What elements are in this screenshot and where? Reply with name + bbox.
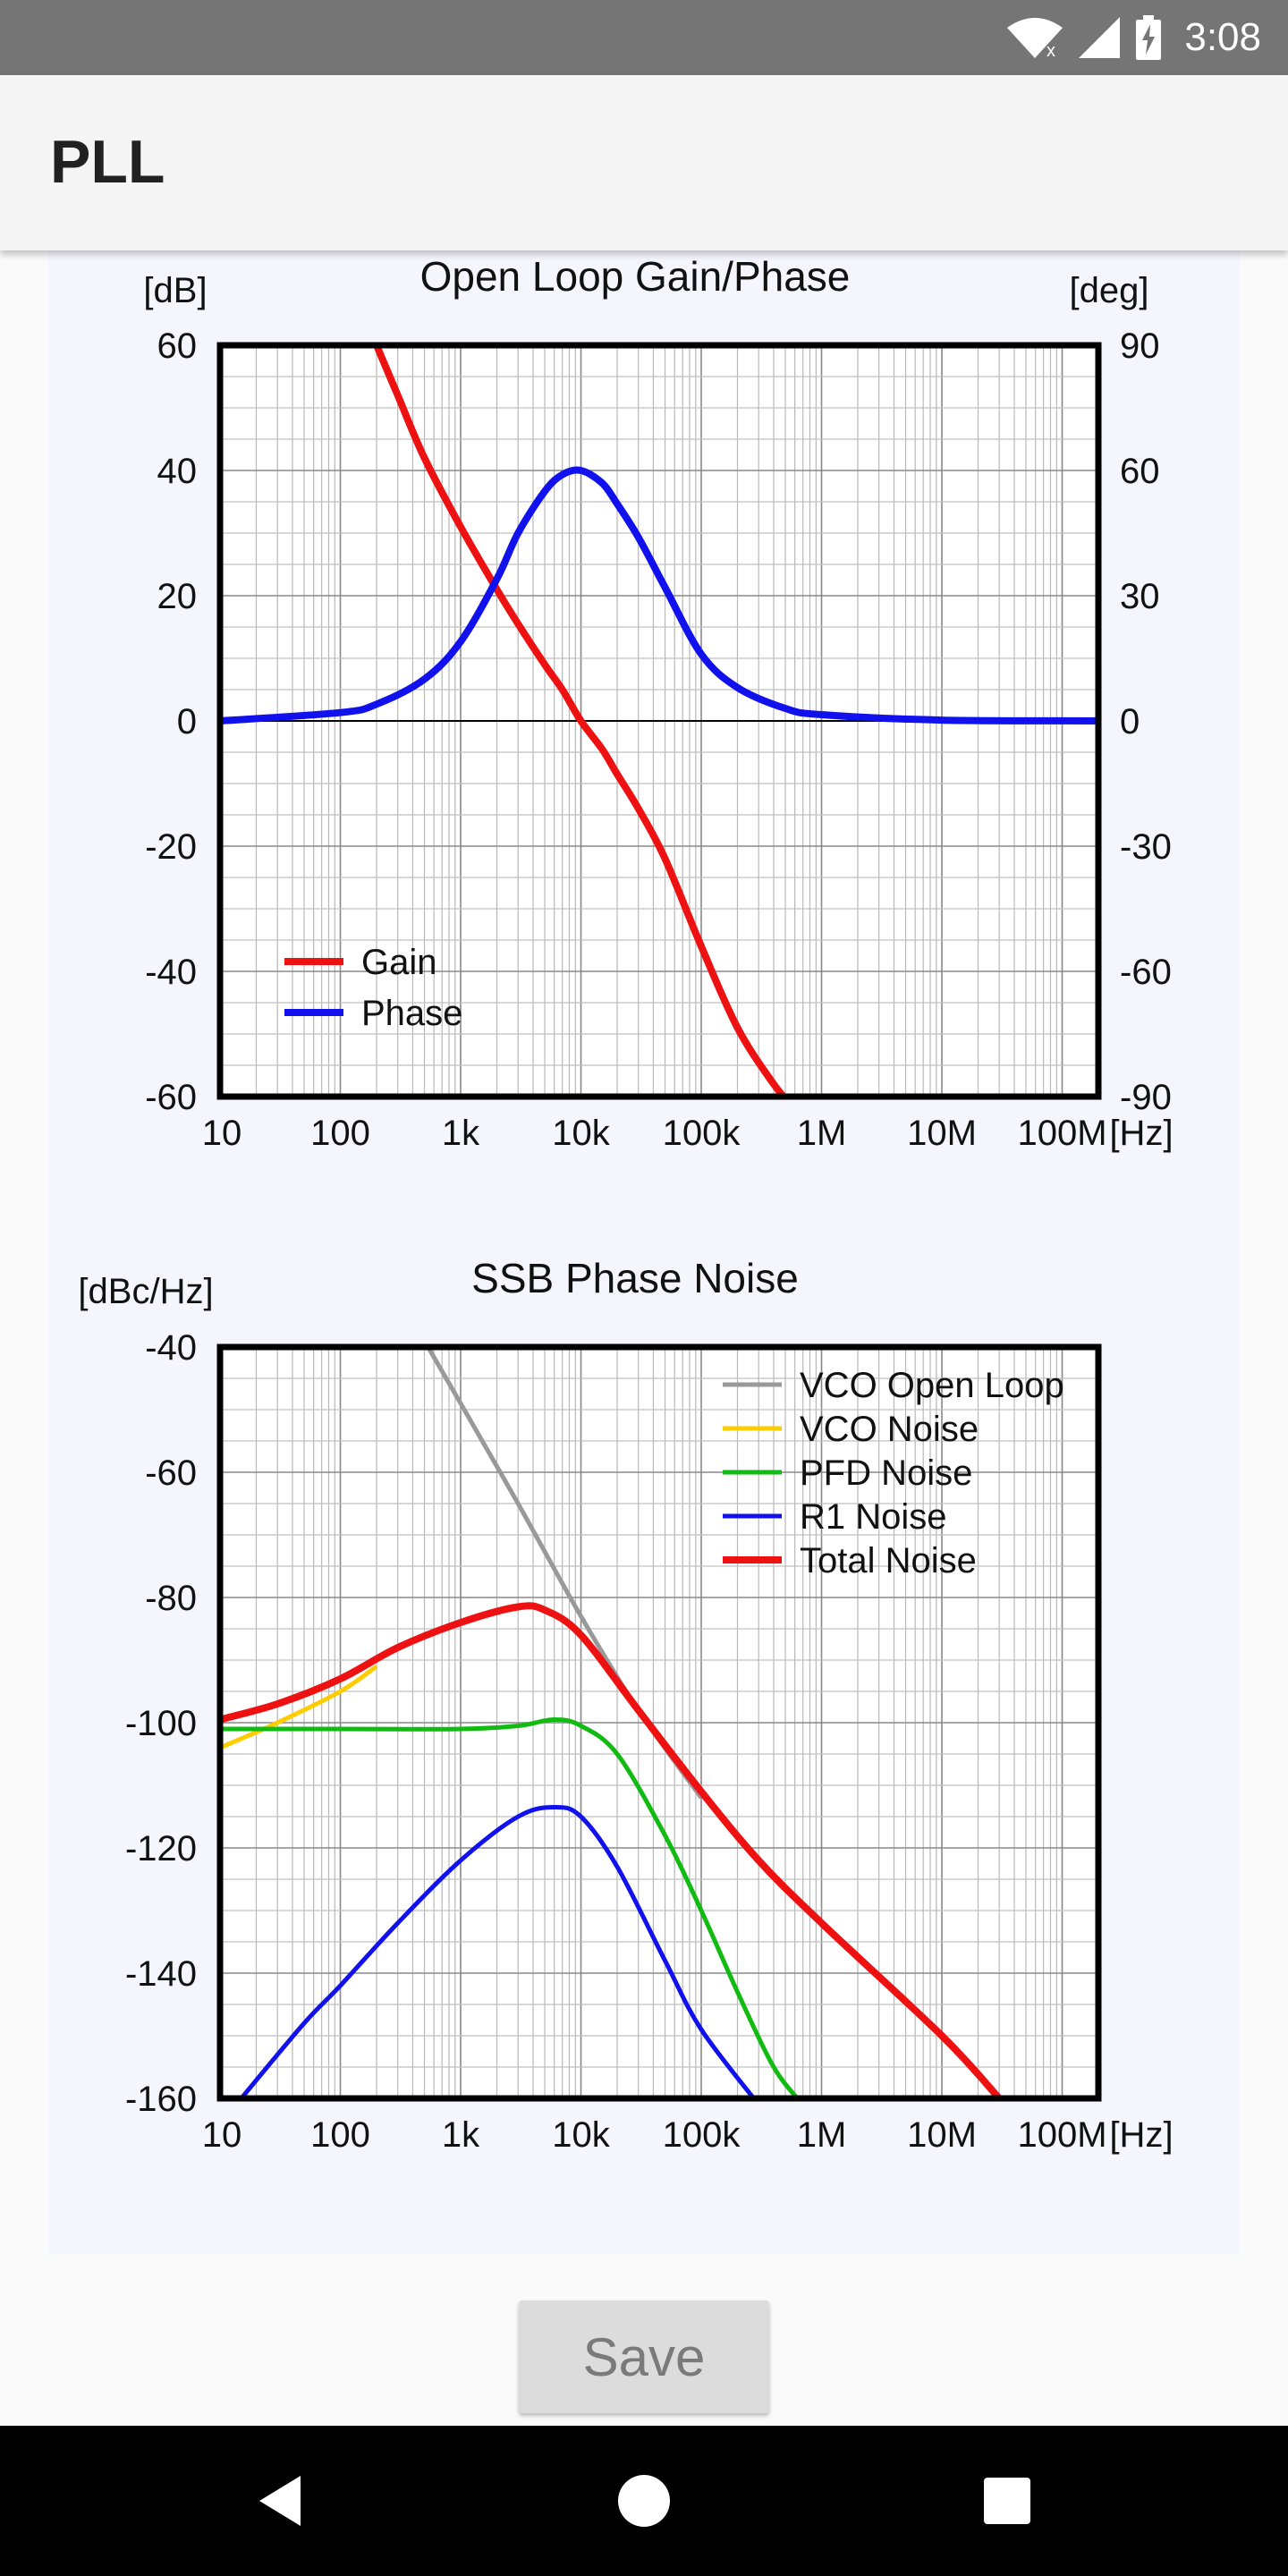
y2-tick-label: 30: [1120, 577, 1160, 616]
x-tick-label: 10: [202, 1114, 242, 1153]
back-button[interactable]: [206, 2426, 356, 2576]
legend-label: R1 Noise: [800, 1497, 947, 1537]
legend-label: VCO Open Loop: [800, 1366, 1064, 1405]
x-tick-label: 10k: [552, 2115, 610, 2155]
y-tick-label: -60: [145, 1453, 197, 1493]
status-time: 3:08: [1184, 15, 1261, 59]
recents-button[interactable]: [932, 2426, 1082, 2576]
x-tick-label: 100k: [663, 1114, 741, 1153]
y-tick-label: 20: [157, 577, 198, 616]
y-tick-label: -20: [145, 827, 197, 867]
x-tick-label: 10: [202, 2115, 242, 2155]
x-tick-label: 1M: [797, 1114, 847, 1153]
status-icons: x 3:08: [1007, 0, 1261, 75]
battery-charging-icon: [1136, 15, 1162, 60]
legend-label: Gain: [361, 943, 437, 982]
y-axis-label: [dBc/Hz]: [78, 1272, 213, 1311]
plot-frame: [216, 342, 1102, 1100]
status-bar: x 3:08: [0, 0, 1288, 75]
series-line-total-noise: [220, 1602, 1003, 2098]
svg-text:x: x: [1046, 41, 1055, 58]
back-icon: [259, 2476, 301, 2526]
y-tick-label: -80: [145, 1579, 197, 1618]
navigation-bar: [0, 2426, 1288, 2576]
y2-tick-label: -60: [1120, 953, 1172, 992]
y2-tick-label: -30: [1120, 827, 1172, 867]
recents-icon: [984, 2478, 1030, 2524]
legend-label: PFD Noise: [800, 1453, 972, 1493]
x-tick-label: 100M: [1017, 2115, 1106, 2155]
content-area: Open Loop Gain/Phase [dB] [deg] 60 40 20 0 -20 -…: [48, 250, 1240, 2254]
y-tick-label: 60: [157, 326, 198, 366]
x-tick-label: 100: [310, 2115, 370, 2155]
y2-tick-label: 90: [1120, 326, 1160, 366]
x-unit-label: [Hz]: [1109, 2115, 1173, 2155]
plot-frame: [216, 1343, 1102, 2102]
y-tick-label: -60: [145, 1078, 197, 1117]
y2-tick-label: 60: [1120, 452, 1160, 491]
x-tick-label: 10M: [907, 1114, 977, 1153]
series-line-phase: [220, 466, 1098, 724]
app-title: PLL: [50, 128, 165, 196]
legend-label: VCO Noise: [800, 1410, 979, 1449]
y-tick-label: -140: [125, 1954, 197, 1994]
chart-title: SSB Phase Noise: [471, 1255, 799, 1301]
x-tick-label: 1k: [442, 2115, 480, 2155]
y2-tick-label: -90: [1120, 1078, 1172, 1117]
y2-axis-label: [deg]: [1070, 271, 1149, 310]
y-tick-label: -100: [125, 1704, 197, 1743]
y-tick-label: -40: [145, 1328, 197, 1368]
y-tick-label: 0: [177, 702, 197, 741]
chart-title: Open Loop Gain/Phase: [420, 253, 851, 300]
x-tick-label: 1k: [442, 1114, 480, 1153]
wifi-icon: x: [1007, 18, 1063, 58]
x-unit-label: [Hz]: [1109, 1114, 1173, 1153]
x-tick-label: 100k: [663, 2115, 741, 2155]
y-tick-label: 40: [157, 452, 198, 491]
app-bar: PLL: [0, 75, 1288, 250]
series-line-r1-noise: [239, 1804, 757, 2098]
save-button[interactable]: Save: [519, 2301, 769, 2413]
x-tick-label: 10M: [907, 2115, 977, 2155]
y-axis-label: [dB]: [143, 271, 207, 310]
home-icon: [618, 2475, 670, 2527]
series-line-vco-noise: [220, 1664, 378, 1750]
charts-canvas: Open Loop Gain/Phase [dB] [deg] 60 40 20 0 -20 -…: [78, 253, 1173, 2155]
y-tick-label: -120: [125, 1829, 197, 1868]
y-tick-label: -160: [125, 2080, 197, 2119]
cell-signal-icon: [1079, 17, 1121, 58]
y2-tick-label: 0: [1120, 702, 1140, 741]
x-tick-label: 100: [310, 1114, 370, 1153]
series-line-pfd-noise: [220, 1717, 801, 2098]
x-tick-label: 10k: [552, 1114, 610, 1153]
x-tick-label: 100M: [1017, 1114, 1106, 1153]
series-line-gain: [373, 345, 789, 1097]
x-tick-label: 1M: [797, 2115, 847, 2155]
home-button[interactable]: [569, 2426, 719, 2576]
legend-label: Phase: [361, 994, 462, 1033]
y-tick-label: -40: [145, 953, 197, 992]
legend-label: Total Noise: [800, 1541, 977, 1580]
